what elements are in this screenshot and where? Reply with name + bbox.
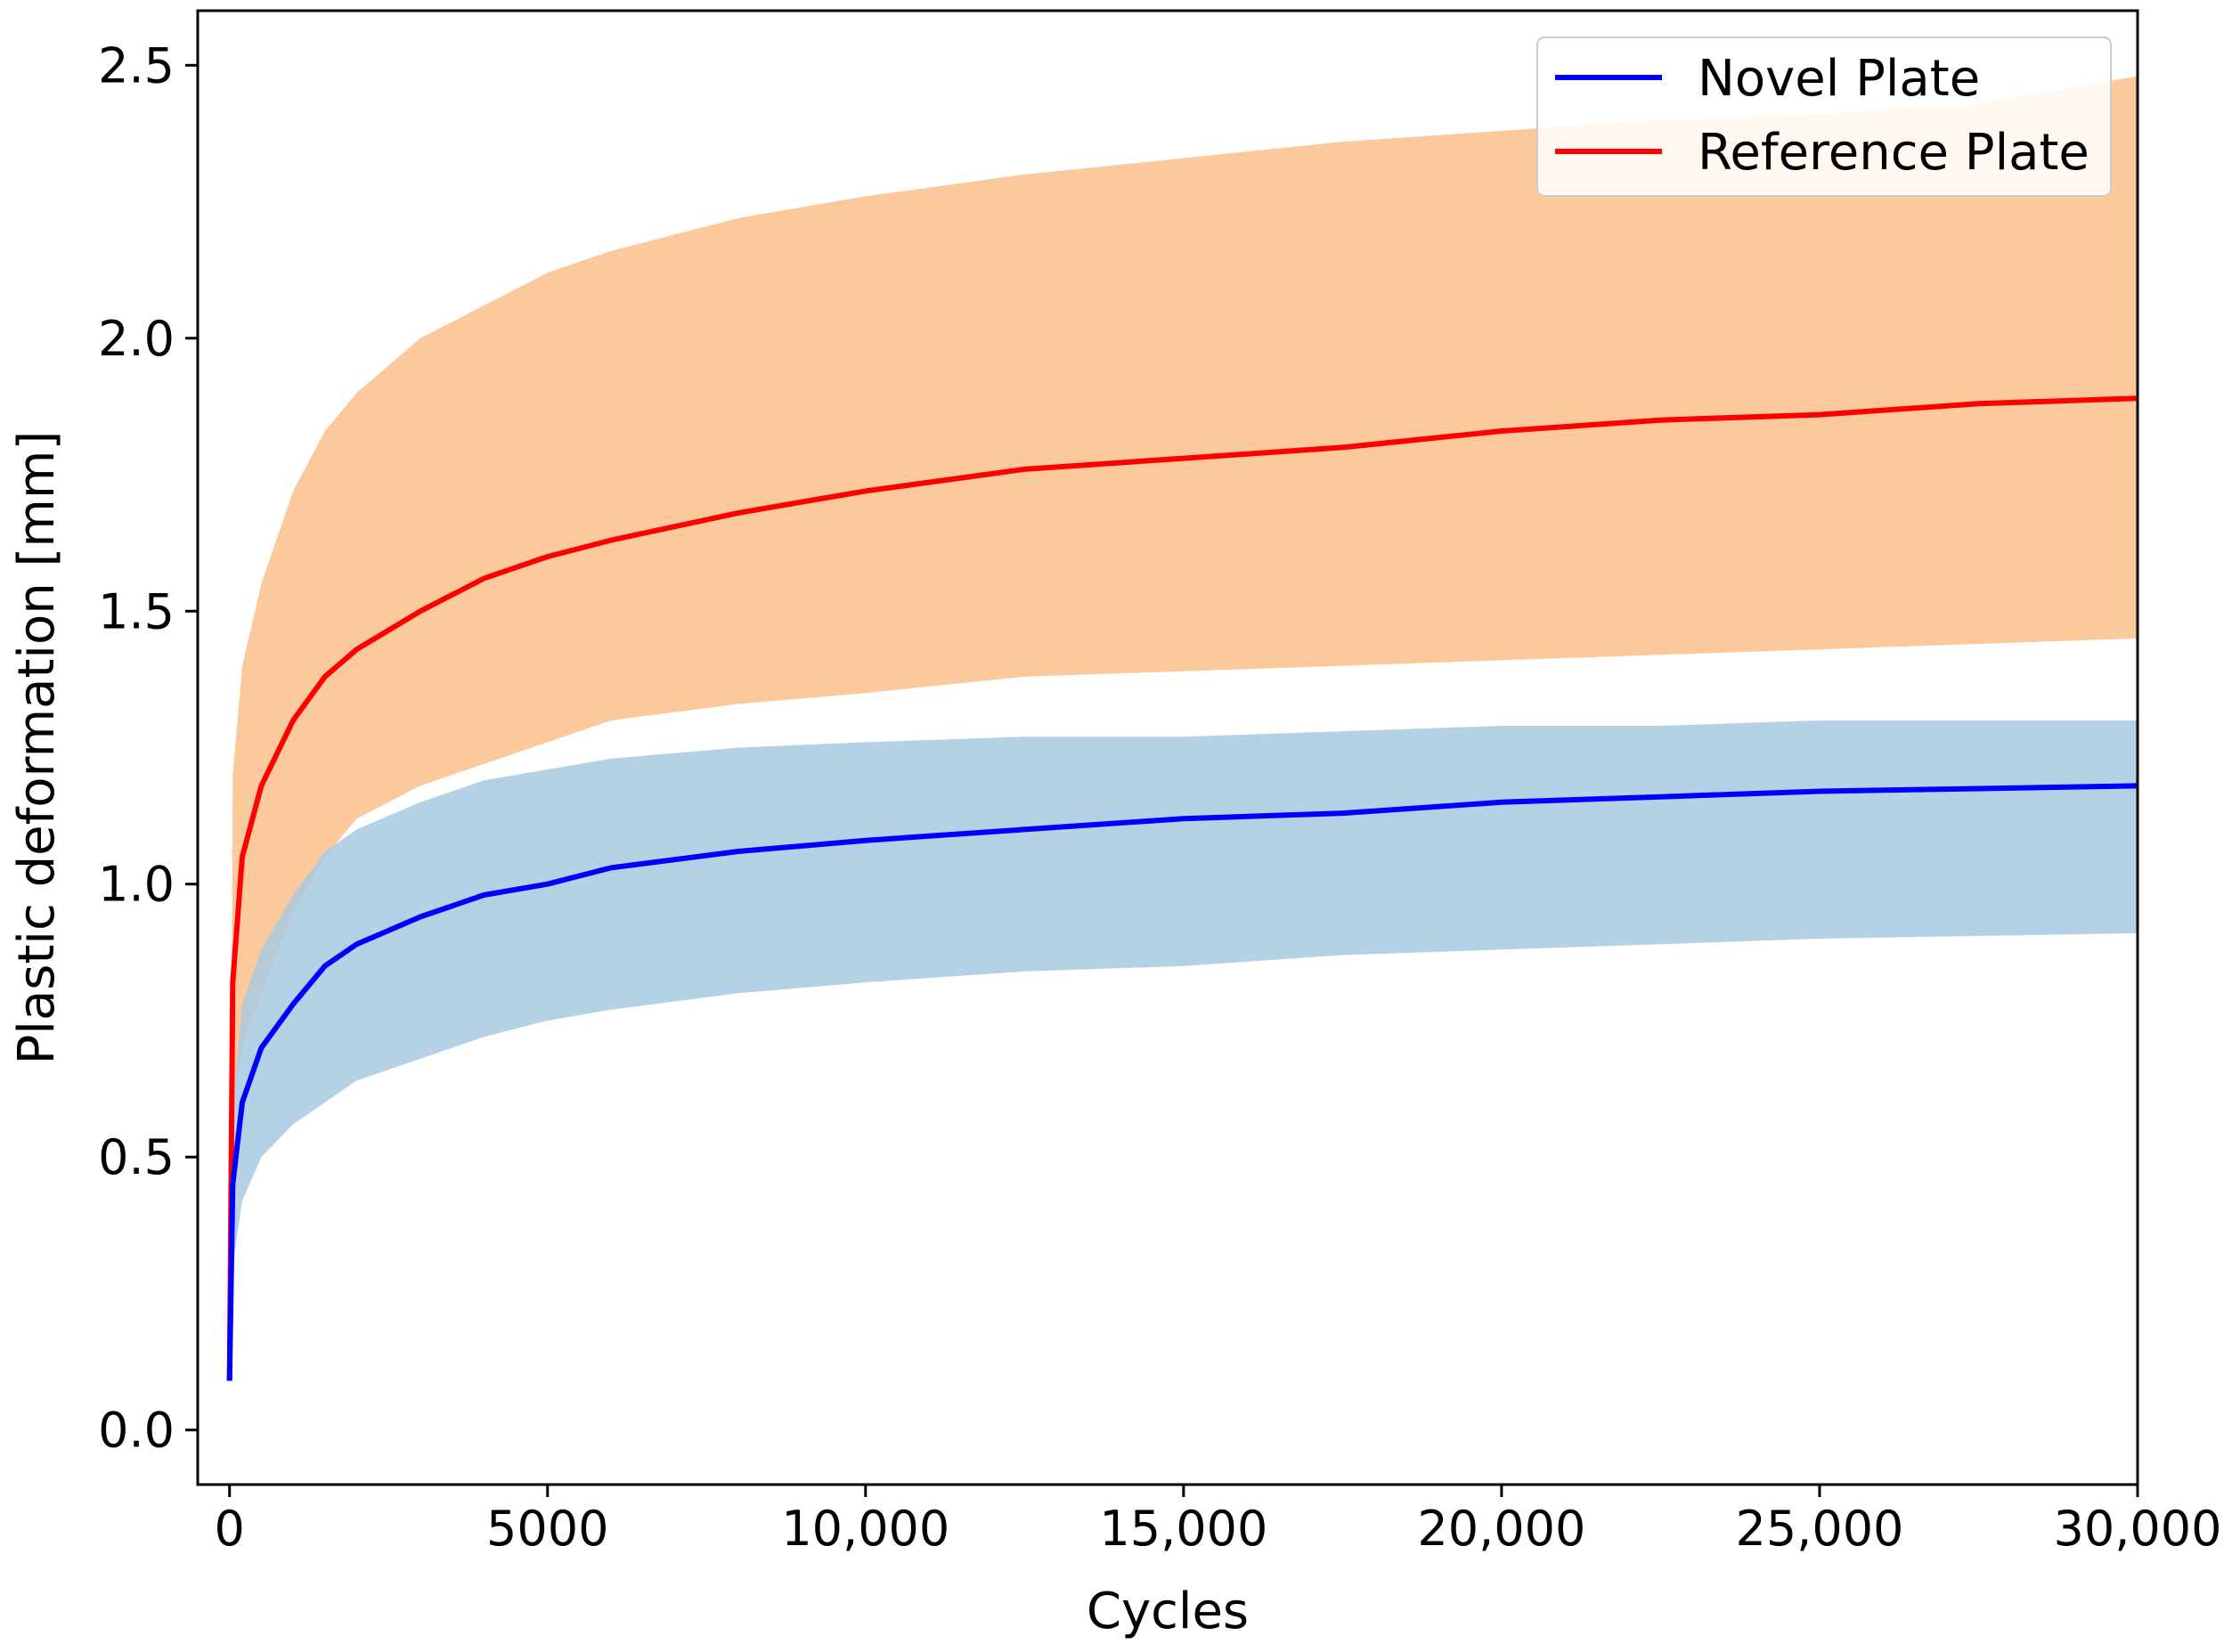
y-tick-label: 1.0 [98, 857, 175, 913]
y-axis-label: Plastic deformation [mm] [8, 431, 66, 1065]
y-tick-label: 1.5 [98, 583, 175, 639]
x-tick-label: 10,000 [781, 1501, 949, 1557]
x-axis-label: Cycles [1087, 1583, 1249, 1640]
y-axis-ticks: 0.0 0.5 1.0 1.5 2.0 2.5 [98, 37, 198, 1459]
legend-box [1536, 37, 2112, 197]
line-novel-plate [226, 783, 2138, 1381]
x-axis-ticks: 0 5000 10,000 15,000 20,000 25,000 30,000 [215, 1485, 2222, 1557]
plot-frame [196, 9, 2139, 1486]
x-tick-label: 30,000 [2054, 1501, 2222, 1557]
band-reference-plate [229, 76, 2138, 1381]
x-tick-label: 5000 [486, 1501, 608, 1557]
legend-label-novel-plate: Novel Plate [1698, 50, 1980, 108]
y-tick-label: 0.5 [98, 1129, 175, 1185]
series-lines [226, 395, 2138, 1381]
band-novel-plate [229, 720, 2138, 1381]
line-reference-plate [226, 395, 2138, 1381]
x-tick-label: 25,000 [1735, 1501, 1903, 1557]
confidence-bands [229, 76, 2138, 1381]
x-tick-label: 20,000 [1417, 1501, 1585, 1557]
y-tick-label: 0.0 [98, 1403, 175, 1459]
y-tick-label: 2.0 [98, 311, 175, 367]
legend-label-reference-plate: Reference Plate [1698, 124, 2089, 182]
legend: Novel Plate Reference Plate [1536, 37, 2112, 197]
x-tick-label: 0 [215, 1501, 245, 1557]
x-tick-label: 15,000 [1099, 1501, 1267, 1557]
y-tick-label: 2.5 [98, 37, 175, 94]
